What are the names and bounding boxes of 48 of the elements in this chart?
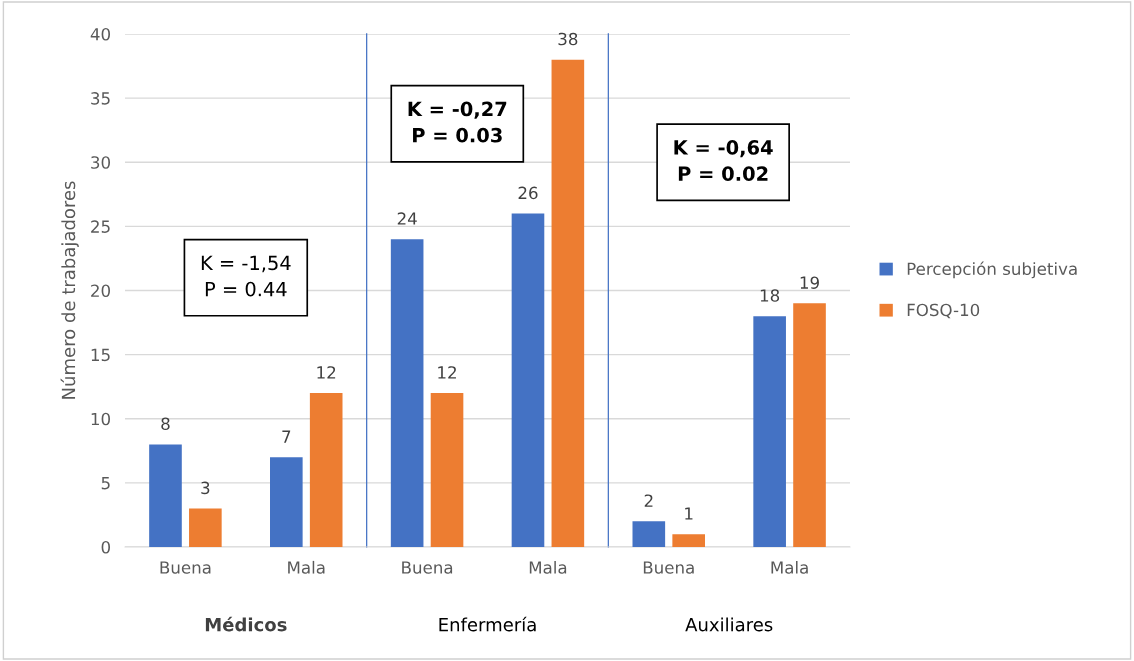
bar (309, 393, 343, 547)
x-tick-label: Mala (529, 560, 567, 574)
annotation: K = -1,54 P = 0.44 (201, 255, 291, 297)
y-tick-label: 10 (91, 412, 110, 426)
bar (672, 534, 705, 547)
bar (793, 303, 826, 547)
data-label: 26 (518, 186, 538, 200)
bar (149, 444, 182, 547)
text: Enfermería (439, 616, 536, 632)
legend-label: FOSQ-10 (907, 303, 980, 319)
bar (632, 521, 666, 547)
text: Auxiliares (685, 617, 773, 632)
y-tick-label: 15 (91, 348, 110, 362)
bar (270, 457, 303, 547)
data-label: 19 (800, 276, 819, 289)
legend-label: Percepción subjetiva (907, 261, 1077, 279)
bar (551, 59, 585, 547)
data-label: 12 (317, 366, 336, 379)
bar (511, 213, 545, 547)
x-tick-label: Buena (160, 561, 211, 574)
data-label: 12 (438, 366, 456, 379)
x-tick-label: Mala (288, 560, 325, 574)
x-tick-label: Buena (402, 561, 453, 574)
y-tick-label: 35 (91, 92, 110, 105)
y-tick-label: 0 (101, 540, 110, 554)
x-tick-label: Buena (643, 561, 694, 574)
y-axis-title: Número de trabajadores (60, 181, 79, 399)
y-tick-label: 40 (90, 27, 110, 41)
data-label: 1 (685, 507, 693, 520)
data-label: 7 (282, 430, 291, 443)
data-label: 3 (201, 481, 210, 495)
data-label: 2 (644, 494, 653, 507)
bar (753, 316, 786, 547)
data-label: 8 (161, 417, 170, 431)
y-tick-label: 25 (91, 220, 110, 233)
data-label: 24 (397, 212, 417, 225)
x-tick-label: Mala (771, 560, 808, 574)
bar (430, 393, 464, 547)
text: Médicos (205, 616, 287, 632)
bar (390, 239, 424, 547)
y-tick-label: 5 (101, 477, 110, 490)
bar (189, 508, 222, 547)
y-tick-label: 20 (91, 284, 110, 298)
data-label: 38 (558, 32, 578, 46)
data-label: 18 (760, 289, 780, 302)
y-tick-label: 30 (91, 156, 110, 169)
annotation: K = -0,64 P = 0.02 (674, 140, 773, 181)
annotation: K = -0,27 P = 0.03 (408, 101, 507, 143)
